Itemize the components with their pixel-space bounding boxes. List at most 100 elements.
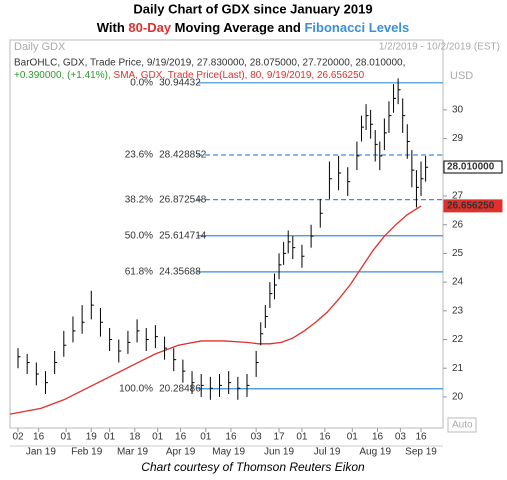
ohlc-bar	[228, 371, 232, 395]
ohlc-bar	[164, 336, 168, 360]
ohlc-bar	[90, 290, 94, 320]
fib-value: 28.428852	[159, 150, 207, 161]
fib-pct: 23.6%	[125, 150, 153, 161]
chart-title: Daily Chart of GDX since January 2019	[133, 1, 372, 16]
y-tick-label: 20	[452, 392, 464, 403]
x-tick-label: 16	[225, 432, 237, 443]
y-tick-label: 27	[452, 191, 464, 202]
ohlc-bar	[287, 230, 291, 254]
x-tick-label: 01	[296, 432, 308, 443]
ohlc-bar	[406, 124, 410, 159]
ohlc-bar	[145, 328, 149, 351]
ohlc-bar	[365, 104, 369, 130]
month-label: Jun 19	[264, 447, 294, 458]
x-tick-label: 01	[200, 432, 212, 443]
legend-sma: SMA, GDX, Trade Price(Last), 80, 9/19/20…	[114, 70, 365, 81]
month-label: Aug 19	[359, 447, 391, 458]
ohlc-bar	[278, 253, 282, 280]
ohlc-bar	[310, 224, 314, 248]
last-price-box	[443, 160, 503, 174]
month-label: Jan 19	[26, 447, 56, 458]
y-tick-label: 26	[452, 219, 464, 230]
x-tick-label: 18	[129, 432, 141, 443]
fib-pct: 61.8%	[125, 267, 153, 278]
ohlc-bar	[397, 78, 401, 105]
ohlc-bar	[360, 115, 364, 142]
fib-pct: 0.0%	[130, 77, 153, 88]
ohlc-bar	[118, 339, 122, 363]
subtitle-part: Moving Average and	[171, 20, 304, 35]
month-label: Apr 19	[166, 447, 196, 458]
x-tick-label: 02	[12, 432, 24, 443]
footer: Chart courtesy of Thomson Reuters Eikon	[141, 460, 365, 474]
sma-line	[9, 205, 422, 415]
month-label: Feb 19	[71, 447, 103, 458]
ohlc-bar	[420, 161, 424, 197]
ohlc-bar	[200, 373, 204, 397]
ohlc-bar	[338, 155, 342, 191]
last-sma-label: 26.656250	[447, 201, 495, 212]
auto-label: Auto	[452, 420, 473, 431]
ohlc-bar	[109, 328, 113, 351]
ohlc-bar	[415, 170, 419, 208]
subtitle-part: Fibonacci Levels	[304, 20, 409, 35]
plot-frame	[9, 39, 444, 429]
ohlc-bar	[273, 273, 277, 300]
ohlc-bar	[393, 84, 397, 113]
ohlc-bar	[63, 330, 67, 357]
subtitle-part: With	[97, 20, 129, 35]
ohlc-bar	[264, 305, 268, 329]
y-tick-label: 22	[452, 334, 464, 345]
fib-value: 30.94432	[159, 77, 201, 88]
y-tick-label: 24	[452, 277, 464, 288]
ohlc-bar	[347, 167, 351, 197]
ohlc-bar	[283, 241, 287, 265]
fib-pct: 38.2%	[125, 194, 153, 205]
month-label: May 19	[212, 447, 245, 458]
ohlc-bar	[379, 141, 383, 171]
ohlc-bar	[136, 319, 140, 343]
ohlc-bar	[292, 236, 296, 260]
ohlc-bar	[260, 322, 264, 346]
y-tick-label: 23	[452, 305, 464, 316]
ohlc-bar	[237, 376, 241, 400]
ohlc-bar	[269, 282, 273, 308]
legend-change: +0.390000, (+1.41%),	[14, 70, 111, 81]
ohlc-bar	[154, 325, 158, 349]
fib-value: 20.28486	[159, 383, 201, 394]
month-label: Mar 19	[117, 447, 149, 458]
x-tick-label: 17	[273, 432, 285, 443]
fib-value: 24.35688	[159, 267, 201, 278]
ohlc-bar	[246, 373, 250, 397]
auto-box	[447, 417, 477, 433]
ohlc-bar	[127, 330, 131, 354]
chart-name: Daily GDX	[14, 41, 66, 53]
y-tick-label: 21	[452, 363, 464, 374]
ohlc-bar	[319, 198, 323, 228]
ohlc-bar	[35, 362, 39, 386]
ohlc-bar	[26, 353, 30, 374]
x-tick-label: 16	[372, 432, 384, 443]
fib-value: 26.872548	[159, 194, 207, 205]
x-tick-label: 01	[152, 432, 164, 443]
month-label: Jul 19	[314, 447, 341, 458]
ohlc-bar	[219, 373, 223, 397]
ohlc-bar	[328, 161, 332, 199]
legend-ohlc: BarOHLC, GDX, Trade Price, 9/19/2019, 27…	[14, 58, 405, 69]
ohlc-bar	[370, 109, 374, 139]
x-tick-label: 16	[319, 432, 331, 443]
ohlc-bar	[356, 141, 360, 171]
x-tick-label: 03	[251, 432, 263, 443]
x-tick-label: 16	[415, 432, 427, 443]
ohlc-bar	[402, 98, 406, 133]
y-tick-label: 25	[452, 248, 464, 259]
subtitle-part: 80-Day	[128, 20, 171, 35]
x-tick-label: 01	[104, 432, 116, 443]
fib-value: 25.614714	[159, 230, 207, 241]
ohlc-bar	[173, 348, 177, 372]
ohlc-bar	[72, 316, 76, 343]
ohlc-bar	[383, 118, 387, 151]
x-tick-label: 01	[61, 432, 73, 443]
ohlc-bar	[425, 155, 429, 182]
